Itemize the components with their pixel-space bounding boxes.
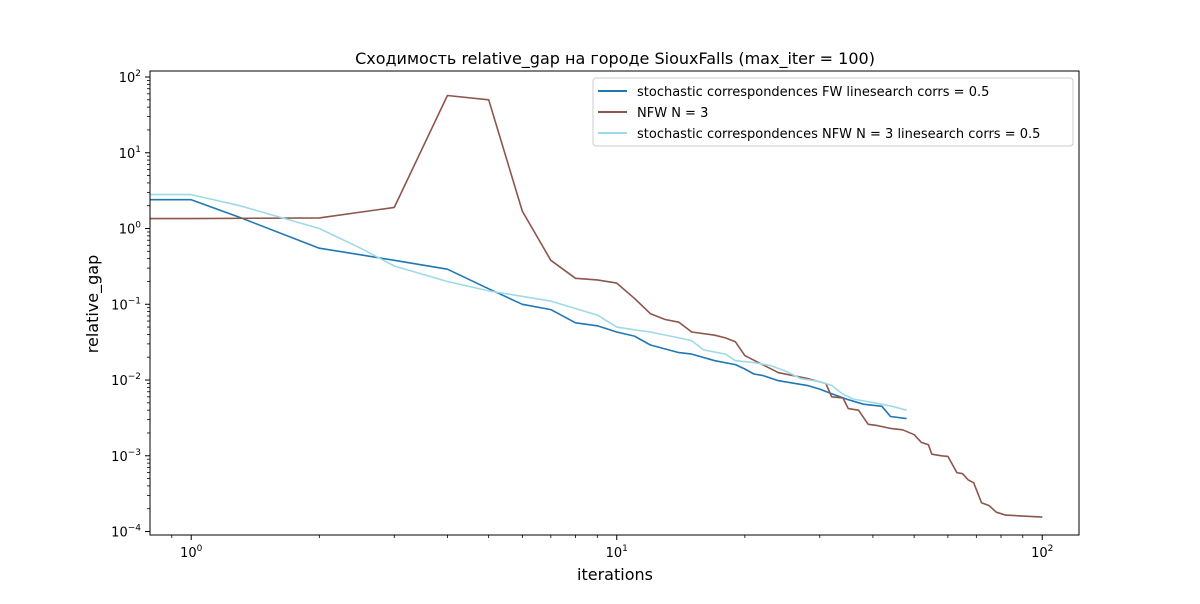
x-tick-label-exponent: 0	[197, 544, 203, 554]
y-tick-label: 10−4	[111, 524, 141, 541]
legend-box	[592, 77, 1074, 147]
y-tick-label-base: 10	[111, 298, 128, 313]
y-tick-label-exponent: −1	[128, 296, 141, 306]
y-tick-label: 10−2	[111, 372, 141, 389]
series-lines	[150, 94, 1043, 518]
x-axis-label: iterations	[577, 565, 653, 584]
x-tick-label: 100	[180, 544, 203, 561]
legend: stochastic correspondences FW linesearch…	[592, 77, 1074, 147]
y-tick-label: 10−1	[111, 296, 141, 313]
legend-label-2: NFW N = 3	[637, 106, 708, 121]
plot-frame	[149, 70, 1080, 536]
y-tick-label-base: 10	[111, 374, 128, 389]
y-tick-label-exponent: −4	[128, 524, 142, 534]
x-tick-label-base: 10	[606, 546, 623, 561]
y-tick-label: 102	[119, 69, 141, 86]
x-tick-label: 101	[606, 544, 628, 561]
x-tick-label-exponent: 1	[622, 544, 628, 554]
y-tick-label: 100	[119, 221, 142, 238]
chart-title: Сходимость relative_gap на городе SiouxF…	[355, 49, 875, 69]
y-tick-label-exponent: 0	[135, 221, 141, 231]
y-tick-label: 10−3	[111, 448, 141, 465]
y-tick-label-base: 10	[111, 526, 128, 541]
y-tick-label-exponent: −2	[128, 372, 141, 382]
series-line-3	[150, 193, 907, 411]
y-tick-label-base: 10	[119, 71, 136, 86]
y-tick-label-base: 10	[111, 450, 128, 465]
x-ticks: 100 101 102	[171, 535, 1053, 561]
x-tick-label-exponent: 2	[1048, 544, 1054, 554]
y-axis-label: relative_gap	[83, 255, 103, 353]
legend-label-1: stochastic correspondences FW linesearch…	[637, 85, 989, 100]
x-tick-label-base: 10	[180, 546, 197, 561]
y-tick-label-exponent: −3	[128, 448, 141, 458]
y-tick-label-base: 10	[119, 223, 136, 238]
x-tick-label-base: 10	[1031, 546, 1048, 561]
y-tick-label-base: 10	[119, 147, 136, 162]
y-tick-label: 101	[119, 145, 141, 162]
y-tick-label-exponent: 2	[135, 69, 141, 79]
series-line-1	[150, 198, 907, 420]
legend-label-3: stochastic correspondences NFW N = 3 lin…	[637, 127, 1040, 142]
y-tick-label-exponent: 1	[135, 145, 141, 155]
x-tick-label: 102	[1031, 544, 1053, 561]
